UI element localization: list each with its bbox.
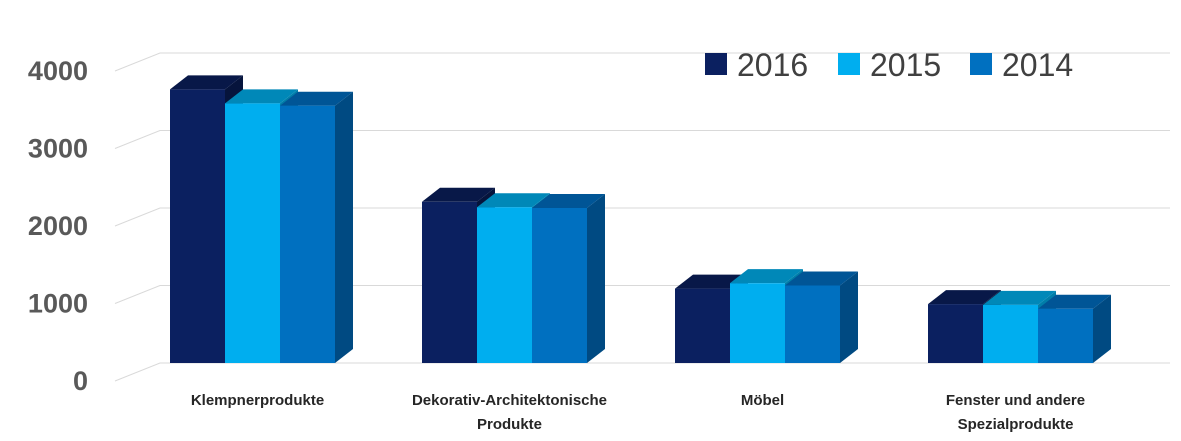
bar-2015-3 xyxy=(983,304,1038,363)
bar-top xyxy=(280,91,353,106)
bar-side xyxy=(840,271,858,363)
legend-swatch-2014 xyxy=(970,53,992,75)
gridline xyxy=(114,207,1170,227)
bar-top xyxy=(422,187,495,202)
bar-top xyxy=(1038,294,1111,309)
bar-top xyxy=(675,274,748,289)
bar-top xyxy=(983,290,1056,305)
x-tick-label: Dekorativ-Architektonische xyxy=(412,392,607,409)
bar-top xyxy=(477,193,550,208)
bar-2016-0 xyxy=(170,89,225,364)
bar-2015-2 xyxy=(730,283,785,363)
bar-top xyxy=(785,271,858,286)
bar-top xyxy=(730,269,803,284)
bar-top xyxy=(928,290,1001,305)
legend-label: 2015 xyxy=(870,47,941,83)
legend-swatch-2016 xyxy=(705,53,727,75)
bar-top xyxy=(532,194,605,208)
bar-top xyxy=(225,89,298,104)
y-tick-label: 0 xyxy=(73,366,88,396)
bar-2014-1 xyxy=(532,208,587,363)
legend: 2016 2015 2014 xyxy=(705,47,1073,83)
bar-side xyxy=(1093,294,1111,363)
bar-2016-2 xyxy=(675,288,730,363)
bar-2014-3 xyxy=(1038,308,1093,363)
y-tick-label: 3000 xyxy=(28,134,88,164)
legend-label: 2016 xyxy=(737,47,808,83)
x-tick-label: Spezialprodukte xyxy=(958,416,1074,433)
x-tick-label: Möbel xyxy=(741,392,784,409)
bar-2015-0 xyxy=(225,103,280,363)
x-tick-label: Fenster und andere xyxy=(946,392,1085,409)
legend-swatch-2015 xyxy=(838,53,860,75)
y-tick-label: 2000 xyxy=(28,211,88,241)
gridline xyxy=(114,52,1170,72)
gridline xyxy=(114,130,1170,149)
x-axis: Klempnerprodukte Dekorativ-Architektonisc… xyxy=(191,392,1085,433)
bar-side xyxy=(587,194,605,363)
bars xyxy=(170,75,1111,364)
y-axis: 0 1000 2000 3000 4000 xyxy=(28,56,88,396)
bar-2014-2 xyxy=(785,285,840,363)
bar-side xyxy=(335,91,353,363)
bar-2016-3 xyxy=(928,304,983,363)
y-tick-label: 1000 xyxy=(28,289,88,319)
gridline xyxy=(114,362,1170,382)
bar-2014-0 xyxy=(280,105,335,363)
bar-2015-1 xyxy=(477,207,532,363)
x-tick-label: Klempnerprodukte xyxy=(191,392,324,409)
bar-2016-1 xyxy=(422,201,477,363)
legend-label: 2014 xyxy=(1002,47,1073,83)
y-tick-label: 4000 xyxy=(28,56,88,86)
bar-top xyxy=(170,75,243,90)
x-tick-label: Produkte xyxy=(477,416,542,433)
